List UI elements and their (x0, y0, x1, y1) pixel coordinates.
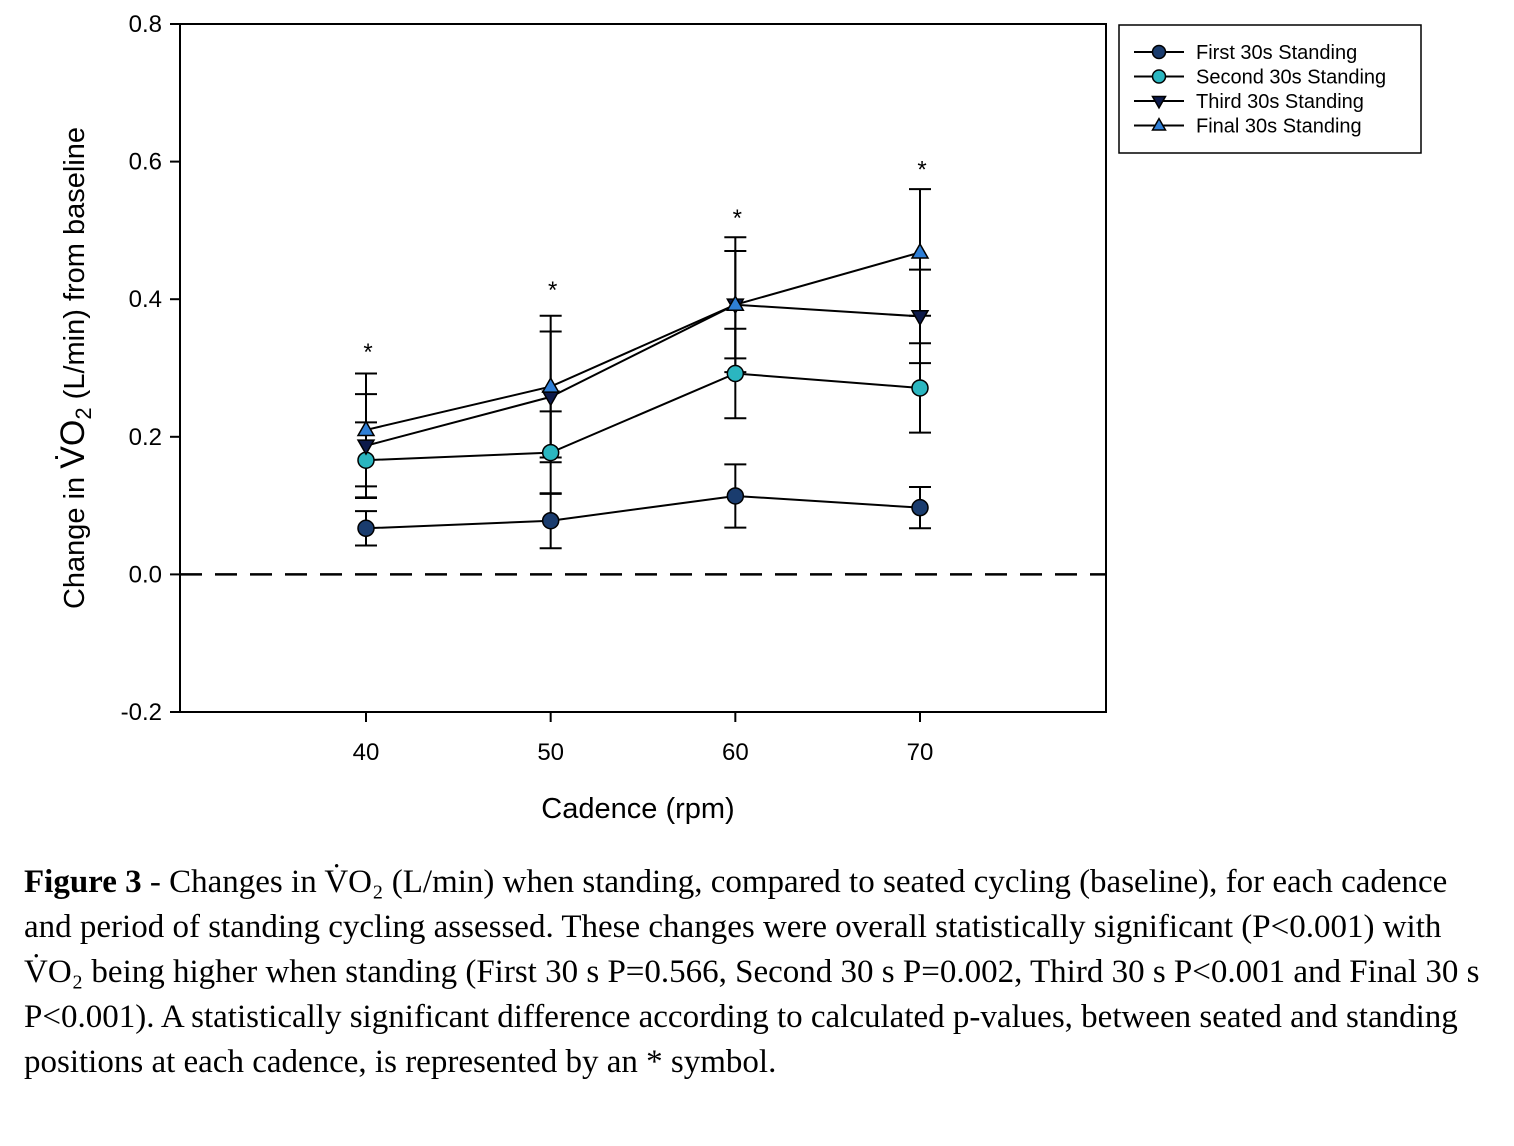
legend-label: Final 30s Standing (1196, 116, 1362, 138)
legend-item: Final 30s Standing (1134, 116, 1362, 138)
legend-label: First 30s Standing (1196, 42, 1357, 64)
data-point (541, 376, 560, 393)
y-tick-label: 0.2 (129, 424, 162, 451)
line-chart: -0.2 0.0 0.2 0.4 0.6 0.8 40 50 60 70 * * * * First 3… (54, 11, 1422, 825)
data-point (726, 294, 745, 312)
y-axis-label-prefix: Change in (59, 469, 91, 609)
x-axis-label: Cadence (rpm) (541, 793, 734, 825)
legend-box (1118, 24, 1422, 154)
chart-legend: First 30s Standing Second 30s StandingThi… (1118, 24, 1422, 154)
series-line (365, 372, 921, 462)
data-point (911, 379, 929, 397)
figure-label: Figure 3 (24, 864, 142, 900)
data-point (726, 487, 745, 505)
y-axis-label: Change in V̇O2 (L/min) from baseline (54, 127, 96, 609)
data-point (1151, 117, 1167, 131)
data-point (910, 310, 930, 327)
x-tick-label: 60 (722, 739, 749, 766)
significance-marker: * (917, 157, 926, 184)
figure-caption-text: - Changes in V̇O₂ (L/min) when standing,… (24, 864, 1480, 1080)
legend-item: Third 30s Standing (1134, 91, 1364, 113)
series-line (365, 303, 921, 447)
significance-marker: * (548, 277, 557, 304)
data-point (541, 511, 560, 530)
significance-marker: * (733, 205, 742, 232)
data-point (357, 519, 375, 538)
legend-item: Second 30s Standing (1134, 67, 1386, 89)
data-point (541, 443, 560, 462)
y-axis-label-subscript: 2 (71, 407, 96, 419)
y-tick-label: 0.0 (129, 561, 162, 588)
y-tick-label: 0.4 (129, 286, 162, 313)
plot-frame (179, 23, 1107, 713)
data-point (1151, 44, 1167, 60)
data-point (356, 420, 376, 437)
data-point (910, 242, 930, 259)
legend-label: Third 30s Standing (1196, 91, 1364, 113)
legend-label: Second 30s Standing (1196, 67, 1386, 89)
data-point (726, 364, 745, 383)
data-point (911, 498, 929, 517)
series-line (365, 494, 921, 530)
y-tick-label: 0.6 (129, 149, 162, 176)
legend-item: First 30s Standing (1134, 42, 1357, 64)
y-tick-label: -0.2 (121, 699, 162, 726)
y-tick-label: 0.8 (129, 11, 162, 38)
x-tick-label: 70 (907, 739, 934, 766)
y-axis-label-suffix: (L/min) from baseline (59, 127, 91, 407)
data-point (1151, 69, 1167, 84)
x-tick-label: 50 (537, 739, 564, 766)
chart-axes: -0.2 0.0 0.2 0.4 0.6 0.8 40 50 60 70 (121, 11, 1107, 766)
significance-marker: * (363, 339, 372, 366)
data-point (356, 439, 376, 456)
chart-series: * * * * (355, 157, 931, 550)
x-tick-label: 40 (353, 739, 380, 766)
y-axis-label-symbol: V̇O (54, 420, 92, 469)
data-point (1151, 95, 1167, 110)
series-line (365, 251, 921, 431)
figure-caption: Figure 3 - Changes in V̇O₂ (L/min) when … (24, 860, 1484, 1085)
